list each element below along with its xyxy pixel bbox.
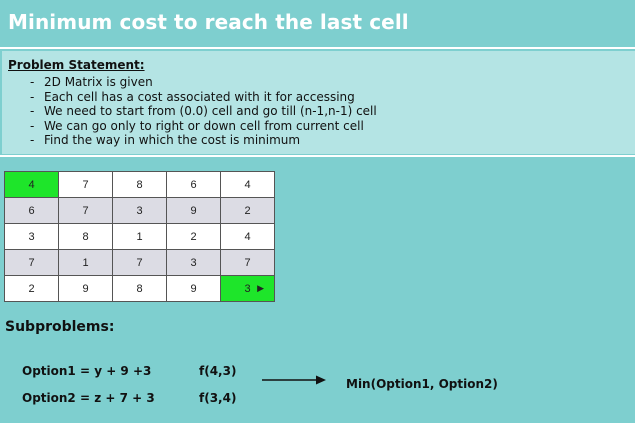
- matrix-cell: 7: [113, 250, 167, 276]
- matrix-cell: 9: [59, 276, 113, 302]
- matrix-cell: 7: [5, 250, 59, 276]
- problem-bullet: - We can go only to right or down cell fr…: [30, 118, 364, 133]
- matrix-cell: 8: [59, 224, 113, 250]
- matrix-cell: 7: [59, 198, 113, 224]
- matrix-cell-end: 3 ▶: [221, 276, 275, 302]
- problem-bullet: - Each cell has a cost associated with it…: [30, 89, 355, 104]
- matrix-cell: 4: [221, 224, 275, 250]
- matrix-cell: 1: [113, 224, 167, 250]
- matrix-cell: 2: [221, 198, 275, 224]
- matrix-cell-start: 4: [5, 172, 59, 198]
- problem-bullet: - We need to start from (0.0) cell and go…: [30, 104, 377, 119]
- option1-expression: Option1 = y + 9 +3: [22, 364, 152, 378]
- subproblems-heading: Subproblems:: [5, 319, 115, 335]
- matrix-cell: 6: [5, 198, 59, 224]
- option1-call: f(4,3): [199, 364, 237, 378]
- matrix-cell: 8: [113, 276, 167, 302]
- title-divider: [0, 47, 635, 49]
- matrix-cell-end-value: 3: [244, 282, 251, 295]
- matrix-cell: 8: [113, 172, 167, 198]
- matrix-cell: 2: [167, 224, 221, 250]
- matrix-cell: 3: [113, 198, 167, 224]
- option2-expression: Option2 = z + 7 + 3: [22, 391, 155, 405]
- matrix-cell: 3: [167, 250, 221, 276]
- slide-title: Minimum cost to reach the last cell: [8, 10, 409, 34]
- problem-bullet: - Find the way in which the cost is minim…: [30, 133, 301, 148]
- matrix-cell: 3: [5, 224, 59, 250]
- matrix-cell: 1: [59, 250, 113, 276]
- problem-statement-heading: Problem Statement:: [8, 58, 145, 72]
- right-arrow-icon: [262, 375, 326, 385]
- matrix-cell: 6: [167, 172, 221, 198]
- problem-bullet: -2D Matrix is given: [30, 75, 153, 89]
- matrix-cell: 9: [167, 198, 221, 224]
- matrix-cell: 7: [221, 250, 275, 276]
- matrix-cell: 9: [167, 276, 221, 302]
- problem-statement-panel: Problem Statement: -2D Matrix is given -…: [2, 51, 635, 154]
- mouse-cursor-icon: ▶: [257, 283, 264, 293]
- matrix-cell: 7: [59, 172, 113, 198]
- min-result-expression: Min(Option1, Option2): [346, 377, 498, 391]
- cost-matrix: 4 7 8 6 4 6 7 3 9 2 3 8 1 2 4 7 1 7 3 7 …: [4, 171, 275, 302]
- panel-divider: [0, 155, 635, 157]
- problem-bullet-list: -2D Matrix is given - Each cell has a cos…: [30, 75, 377, 148]
- option2-call: f(3,4): [199, 391, 237, 405]
- matrix-cell: 2: [5, 276, 59, 302]
- matrix-cell: 4: [221, 172, 275, 198]
